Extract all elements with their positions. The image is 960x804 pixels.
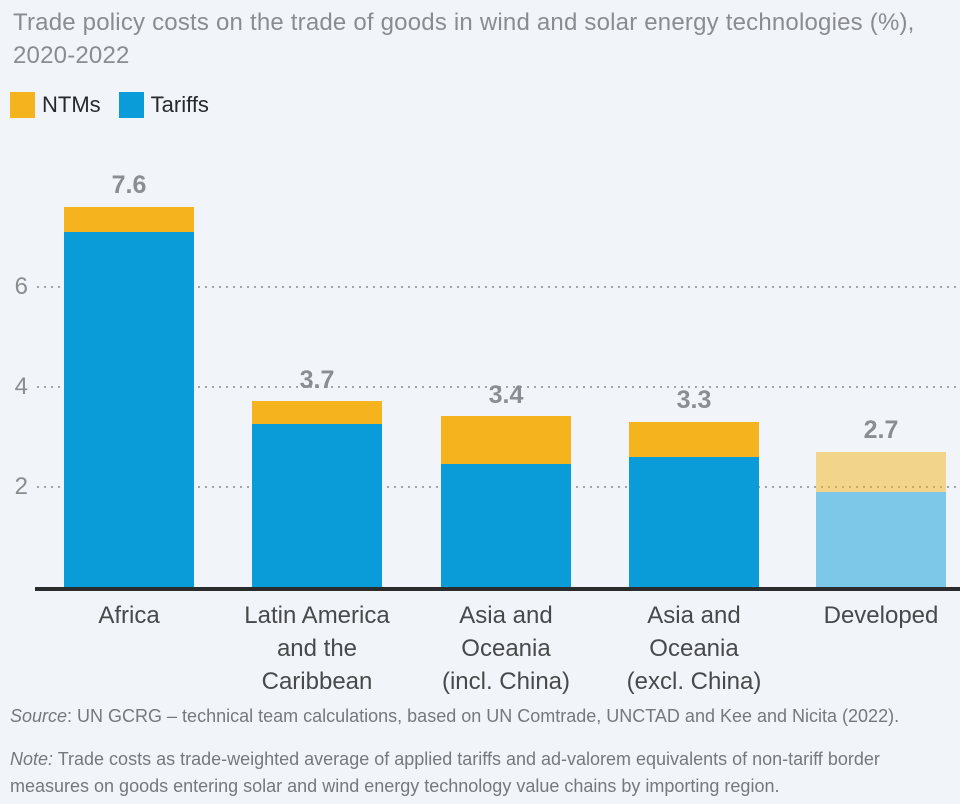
x-category-label-line: Asia and [647,602,741,629]
bar-segment-tariffs-asia-and-oceania-incl-china [441,464,571,587]
bar-developed [816,452,946,587]
x-category-label-latin-america-and-the-caribbean: Latin America and the Caribbean [221,599,413,698]
legend-item-ntms: NTMs [10,92,101,118]
y-tick-label-2: 2 [14,473,28,500]
chart-title-line1: Trade policy costs on the trade of goods… [13,9,915,36]
bar-total-label-asia-and-oceania-incl-china: 3.4 [488,381,524,409]
x-category-label-line: and the [276,635,358,662]
legend-swatch-tariffs [118,92,144,118]
bar-africa [64,207,194,587]
note-text: Trade costs as trade-weighted average of… [10,749,880,796]
x-category-label-line: Latin America [244,602,390,629]
bar-latin-america-and-the-caribbean [252,401,382,587]
bar-segment-ntms-asia-and-oceania-excl-china [629,422,759,457]
x-category-label-asia-and-oceania-incl-china: Asia and Oceania (incl. China) [410,599,602,698]
figure-footer: Source: UN GCRG – technical team calcula… [10,703,955,800]
x-category-label-line: Oceania [461,635,551,662]
x-category-label-line: Africa [98,602,160,629]
gridline-6 [37,286,960,288]
chart-title: Trade policy costs on the trade of goods… [13,6,948,72]
bar-segment-ntms-developed [816,452,946,492]
x-category-label-line: Developed [823,602,939,629]
legend-label-ntms: NTMs [42,92,101,117]
bar-total-label-latin-america-and-the-caribbean: 3.7 [299,366,335,394]
bar-segment-ntms-latin-america-and-the-caribbean [252,401,382,424]
x-category-label-line: Asia and [459,602,553,629]
x-category-label-line: (incl. China) [441,668,571,695]
x-category-label-line: (excl. China) [626,668,762,695]
note-label: Note: [10,749,54,769]
x-category-label-asia-and-oceania-excl-china: Asia and Oceania (excl. China) [598,599,790,698]
bar-segment-ntms-asia-and-oceania-incl-china [441,416,571,464]
legend-item-tariffs: Tariffs [118,92,209,118]
bar-total-label-developed: 2.7 [863,416,899,444]
x-category-label-line: Caribbean [261,668,373,695]
bar-asia-and-oceania-excl-china [629,422,759,587]
chart-title-line2: 2020-2022 [13,42,130,69]
bar-segment-tariffs-developed [816,492,946,587]
chart-legend: NTMs Tariffs [10,92,209,118]
bar-total-label-asia-and-oceania-excl-china: 3.3 [676,386,712,414]
bar-segment-ntms-africa [64,207,194,232]
legend-swatch-ntms [10,92,35,118]
source-label: Source [10,706,68,726]
x-category-label-africa: Africa [33,599,225,632]
bar-asia-and-oceania-incl-china [441,416,571,587]
source-note: Source: UN GCRG – technical team calcula… [10,703,955,729]
bar-segment-tariffs-latin-america-and-the-caribbean [252,424,382,587]
bar-segment-tariffs-asia-and-oceania-excl-china [629,457,759,587]
y-tick-label-6: 6 [14,273,28,300]
x-category-label-developed: Developed [785,599,960,632]
bar-segment-tariffs-africa [64,232,194,587]
x-axis-line [35,587,960,591]
method-note: Note: Trade costs as trade-weighted aver… [10,746,955,800]
y-tick-label-4: 4 [14,373,28,400]
gridline-4 [37,386,960,388]
source-text: : UN GCRG – technical team calculations,… [67,706,900,726]
x-category-label-line: Oceania [649,635,739,662]
legend-label-tariffs: Tariffs [150,92,209,117]
bar-total-label-africa: 7.6 [111,171,147,199]
